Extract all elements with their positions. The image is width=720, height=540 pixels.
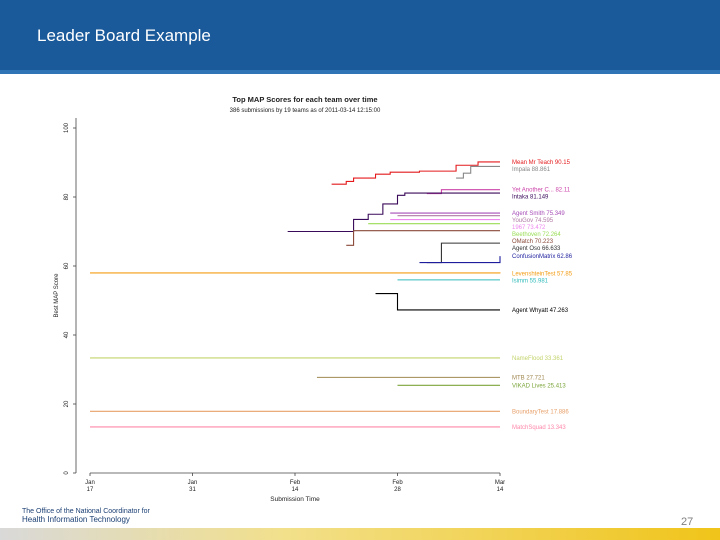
y-tick-label: 0 — [64, 471, 70, 475]
legend-label: NameFlood 33.361 — [512, 356, 564, 362]
x-tick-label: 14 — [292, 487, 299, 493]
legend-label: Mean Mr Teach 90.15 — [512, 160, 571, 166]
chart-subtitle: 386 submissions by 19 teams as of 2011-0… — [230, 108, 381, 114]
leaderboard-chart: Top MAP Scores for each team over time 38… — [54, 95, 573, 503]
legend-label: Intaka 81.149 — [512, 195, 549, 201]
slide-header — [0, 0, 720, 72]
y-tick-label: 80 — [64, 193, 70, 200]
series-line — [419, 256, 501, 264]
legend-label: Beethoven 72.264 — [512, 232, 561, 238]
legend-label: Yet Another C... 82.11 — [512, 188, 571, 194]
onc-logo: The Office of the National Coordinator f… — [22, 508, 150, 524]
series-line — [287, 192, 500, 233]
x-tick-label: Jan — [85, 480, 95, 486]
x-tick-label: 31 — [189, 487, 196, 493]
legend-label: Impala 88.861 — [512, 167, 551, 173]
x-tick-label: 28 — [394, 487, 401, 493]
y-tick-label: 60 — [64, 262, 70, 269]
y-tick-label: 20 — [64, 400, 70, 407]
series-line — [456, 165, 500, 179]
y-axis-label: Best MAP Score — [54, 273, 60, 318]
page-number: 27 — [681, 516, 694, 528]
legend-label: Agent Oso 66.633 — [512, 246, 561, 252]
legend-label: LevenshteinTest 57.85 — [512, 271, 573, 277]
legend-label: VIKAD Lives 25.413 — [512, 383, 566, 389]
legend-label: OMatch 70.223 — [512, 239, 554, 245]
legend-label: Agent Whyatt 47.263 — [512, 308, 569, 314]
series-line — [426, 242, 500, 264]
logo-line1: The Office of the National Coordinator f… — [22, 508, 150, 515]
legend-label: 1967 73.472 — [512, 225, 546, 231]
series-line — [90, 272, 501, 274]
x-tick-label: 17 — [87, 487, 94, 493]
logo-line2: Health Information Technology — [22, 515, 130, 524]
legend-label: Isimm 55.981 — [512, 278, 549, 284]
header-divider — [0, 70, 720, 74]
footer-accent-bar — [0, 528, 720, 540]
chart-title: Top MAP Scores for each team over time — [232, 95, 377, 104]
y-tick-label: 100 — [64, 122, 70, 133]
x-tick-label: 14 — [497, 487, 504, 493]
series-line — [346, 230, 500, 246]
y-tick-label: 40 — [64, 331, 70, 338]
series-line — [331, 161, 500, 185]
x-tick-label: Jan — [188, 480, 198, 486]
legend-label: MTB 27.721 — [512, 375, 545, 381]
x-axis-label: Submission Time — [270, 496, 320, 503]
legend-label: ConfusionMatrix 62.86 — [512, 254, 573, 260]
legend-label: BoundaryTest 17.886 — [512, 409, 569, 415]
legend-label: YouGov 74.595 — [512, 218, 554, 224]
slide-title: Leader Board Example — [37, 26, 211, 45]
x-tick-label: Feb — [392, 480, 403, 486]
x-tick-label: Mar — [495, 480, 505, 486]
legend-label: MatchSquad 13.343 — [512, 425, 566, 431]
x-tick-label: Feb — [290, 480, 301, 486]
legend-label: Agent Smith 75.349 — [512, 211, 565, 217]
series-line — [375, 293, 500, 311]
